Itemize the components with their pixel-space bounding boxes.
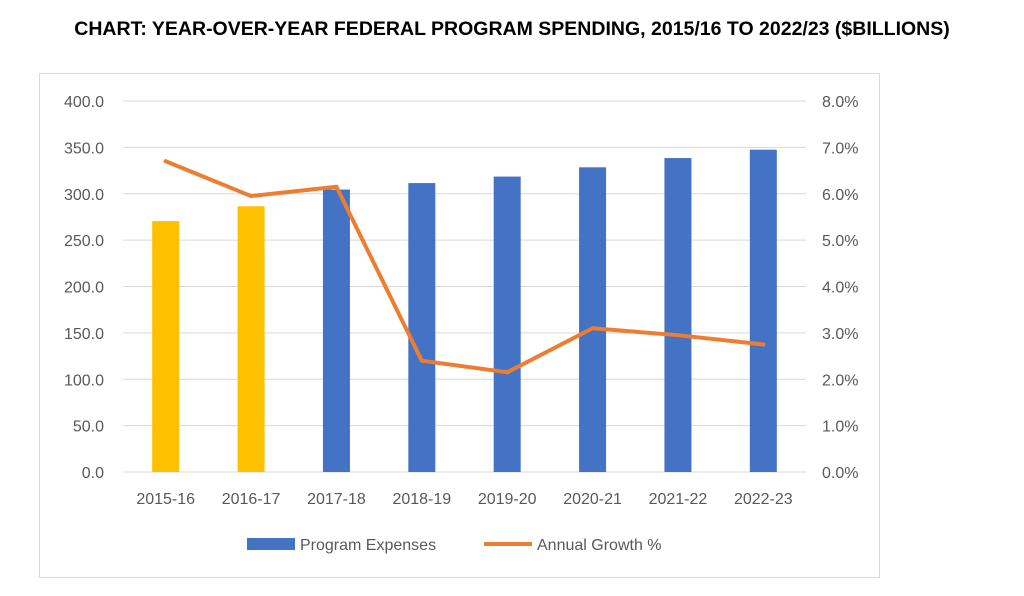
- growth-point: [675, 333, 680, 338]
- x-tick-label: 2016-17: [222, 491, 281, 508]
- combo-chart: 0.0 50.0 100.0 150.0 200.0 250.0 300.0 350.0 400…: [64, 94, 859, 554]
- growth-point: [163, 159, 168, 164]
- y-right-tick-label: 3.0%: [822, 326, 858, 343]
- legend-label-annual-growth: Annual Growth %: [537, 537, 662, 554]
- y-right-tick-label: 4.0%: [822, 280, 858, 297]
- y-left-tick-label: 100.0: [64, 372, 104, 389]
- x-tick-label: 2020-21: [563, 491, 622, 508]
- bar: [579, 167, 607, 472]
- y-right-tick-label: 5.0%: [822, 233, 858, 250]
- y-right-tick-label: 1.0%: [822, 419, 858, 436]
- bar: [237, 206, 265, 473]
- bar: [152, 221, 180, 472]
- y-left-tick-label: 300.0: [64, 187, 104, 204]
- y-left-tick-label: 250.0: [64, 233, 104, 250]
- y-left-tick-label: 400.0: [64, 94, 104, 111]
- y-right-tick-label: 2.0%: [822, 372, 858, 389]
- y-left-tick-label: 50.0: [73, 419, 104, 436]
- bar: [749, 149, 777, 472]
- y-right-tick-label: 8.0%: [822, 94, 858, 111]
- y-left-tick-label: 200.0: [64, 280, 104, 297]
- chart-title: CHART: YEAR-OVER-YEAR FEDERAL PROGRAM SP…: [74, 18, 950, 40]
- x-tick-label: 2019-20: [478, 491, 537, 508]
- legend-swatch-program-expenses: [247, 538, 295, 550]
- bar: [322, 189, 350, 473]
- x-tick-label: 2021-22: [649, 491, 708, 508]
- growth-point: [761, 342, 766, 347]
- y-left-tick-label: 0.0: [82, 465, 104, 482]
- x-tick-label: 2017-18: [307, 491, 366, 508]
- growth-point: [249, 194, 254, 199]
- y-right-tick-label: 7.0%: [822, 140, 858, 157]
- bar: [664, 158, 692, 472]
- y-right-tick-label: 6.0%: [822, 187, 858, 204]
- x-tick-label: 2018-19: [392, 491, 451, 508]
- bar: [493, 176, 521, 472]
- legend-label-program-expenses: Program Expenses: [300, 537, 436, 554]
- y-left-tick-label: 150.0: [64, 326, 104, 343]
- x-tick-label: 2015-16: [136, 491, 195, 508]
- growth-line: [163, 159, 766, 375]
- y-right-tick-label: 0.0%: [822, 465, 858, 482]
- bar: [408, 183, 436, 472]
- growth-point: [590, 326, 595, 331]
- growth-point: [334, 184, 339, 189]
- chart-area: 0.0 50.0 100.0 150.0 200.0 250.0 300.0 350.0 400…: [39, 73, 880, 578]
- growth-point: [419, 358, 424, 363]
- growth-point: [505, 370, 510, 375]
- y-left-tick-label: 350.0: [64, 140, 104, 157]
- x-tick-label: 2022-23: [734, 491, 793, 508]
